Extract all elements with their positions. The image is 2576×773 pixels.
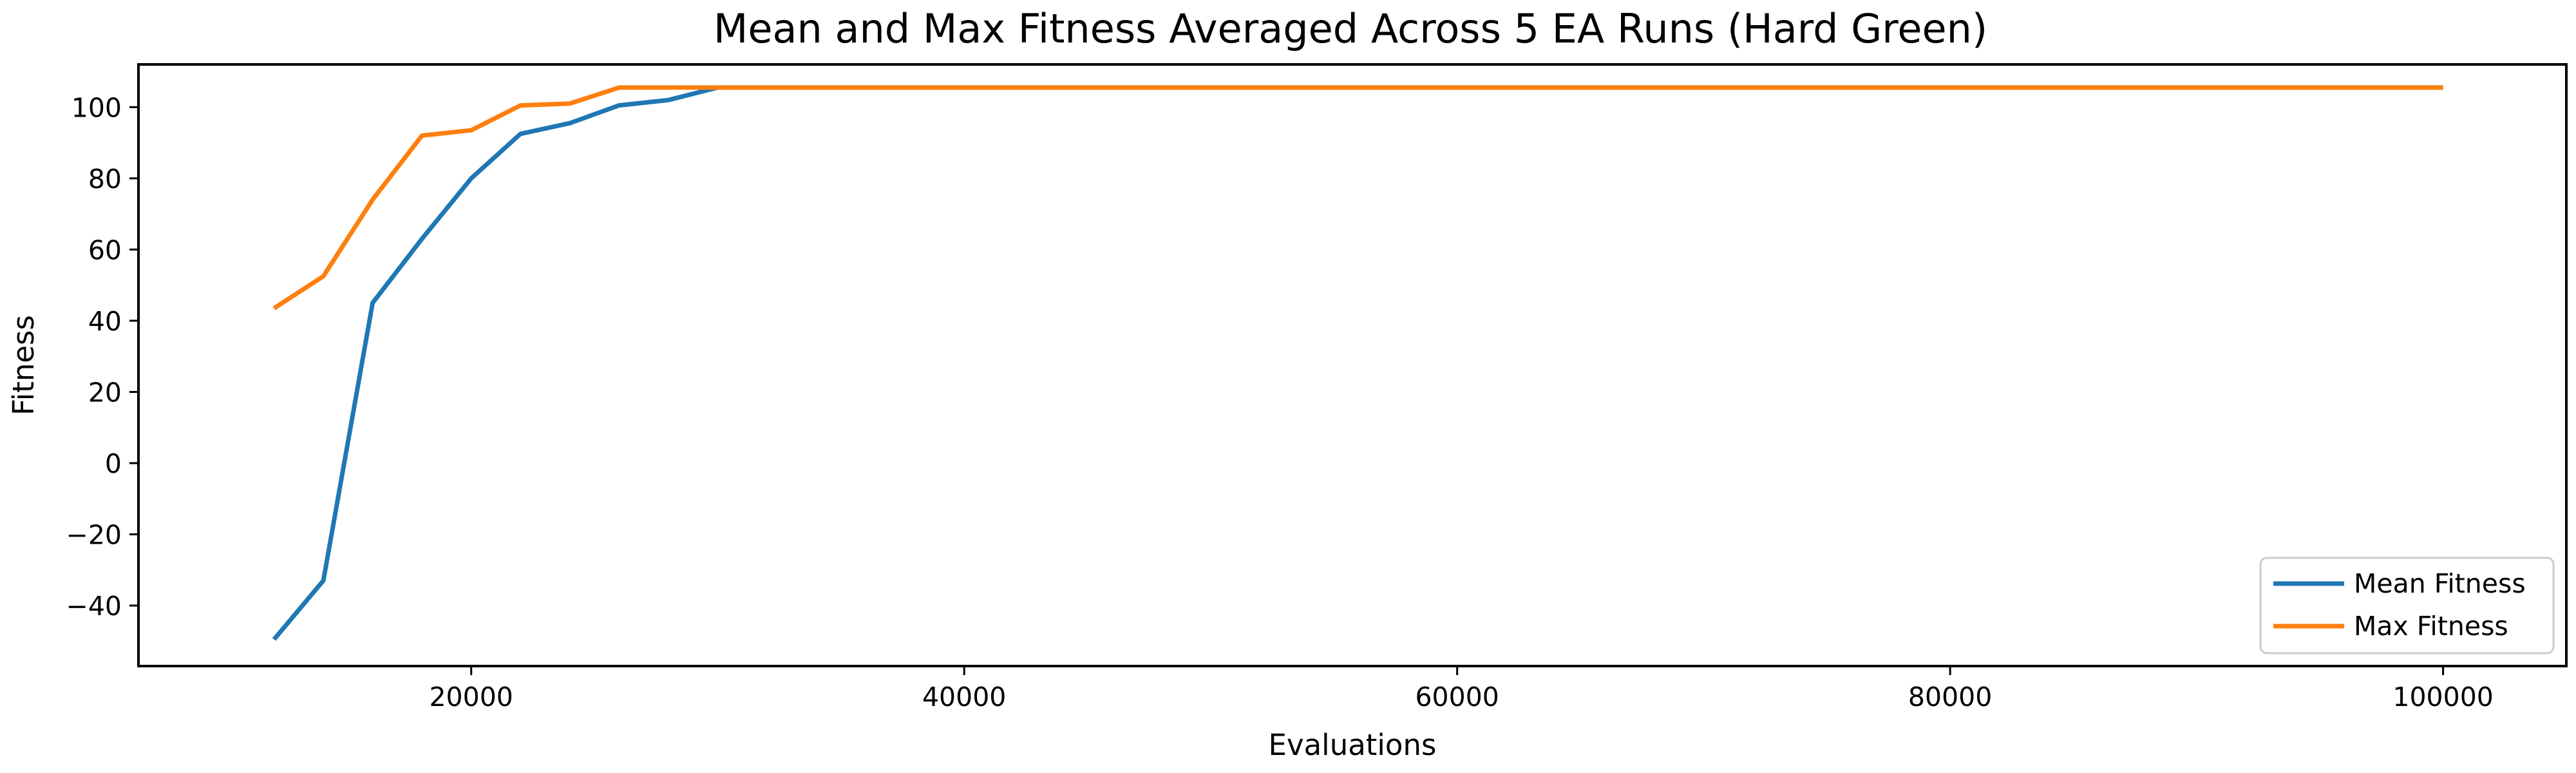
- y-tick-label: 100: [71, 92, 122, 123]
- legend: Mean Fitness Max Fitness: [2259, 557, 2555, 654]
- x-axis: 20000 40000 60000 80000 100000: [429, 666, 2494, 712]
- y-tick-label: 40: [88, 306, 122, 337]
- series-line-max-fitness: [272, 85, 2443, 310]
- legend-label-mean-fitness: Mean Fitness: [2354, 568, 2526, 599]
- y-tick-label: 60: [88, 234, 122, 265]
- y-tick-label: −40: [66, 591, 122, 622]
- x-tick-label: 60000: [1415, 682, 1499, 712]
- y-tick-label: −20: [66, 520, 122, 551]
- series-line-mean-fitness: [272, 85, 2443, 641]
- x-tick-label: 40000: [922, 682, 1006, 712]
- legend-label-max-fitness: Max Fitness: [2354, 611, 2508, 642]
- series-layer: [272, 85, 2443, 641]
- y-axis-label: Fitness: [6, 315, 41, 415]
- x-tick-label: 80000: [1908, 682, 1992, 712]
- x-tick-label: 20000: [429, 682, 513, 712]
- chart-title: Mean and Max Fitness Averaged Across 5 E…: [714, 5, 1987, 52]
- y-tick-label: 0: [105, 448, 122, 479]
- x-tick-label: 100000: [2392, 682, 2494, 712]
- plot-frame: [137, 63, 2568, 667]
- x-axis-label: Evaluations: [1269, 728, 1437, 762]
- y-axis: −40 −20 0 20 40 60 80 100: [66, 92, 138, 622]
- y-tick-label: 80: [88, 164, 122, 195]
- y-tick-label: 20: [88, 377, 122, 408]
